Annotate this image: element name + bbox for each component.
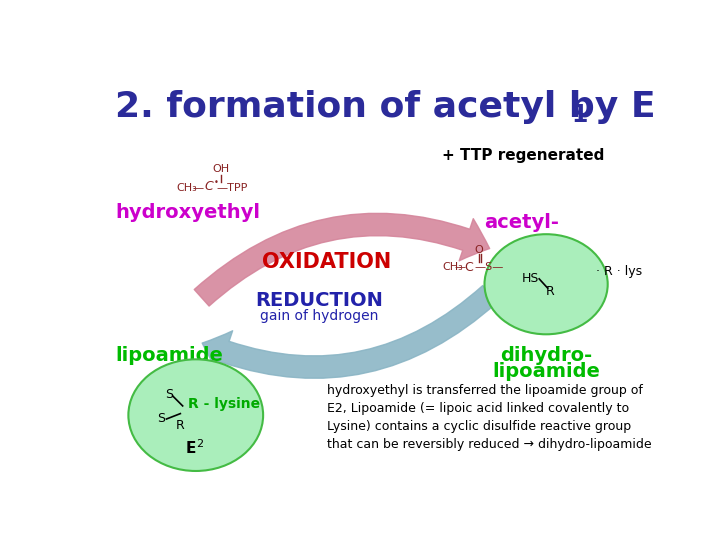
Text: CH₃: CH₃ [442,262,463,272]
Text: R - lysine: R - lysine [188,396,260,410]
Text: •: • [213,178,218,187]
Text: R: R [176,418,185,431]
Text: gain of hydrogen: gain of hydrogen [260,309,378,323]
Text: · R · lys: · R · lys [596,265,642,278]
Text: 2. formation of acetyl by E: 2. formation of acetyl by E [115,90,655,124]
Text: HS: HS [522,272,539,285]
Text: OXIDATION: OXIDATION [262,252,391,272]
Text: S: S [165,388,173,401]
Text: REDUCTION: REDUCTION [255,291,383,310]
Text: acetyl-: acetyl- [485,213,559,232]
Text: —: — [454,262,465,272]
Text: R: R [546,286,554,299]
Text: —: — [192,183,204,193]
Text: hydroxyethyl: hydroxyethyl [115,203,260,222]
Text: OH: OH [212,164,230,174]
Text: E: E [185,441,196,456]
Text: C: C [464,261,474,274]
Text: —TPP: —TPP [217,183,248,193]
Text: lipoamide: lipoamide [115,346,222,366]
Text: dihydro-: dihydro- [500,346,592,366]
Text: S: S [157,413,165,426]
Text: + TTP regenerated: + TTP regenerated [442,148,604,163]
Text: lipoamide: lipoamide [492,362,600,381]
Ellipse shape [485,234,608,334]
FancyArrowPatch shape [202,286,498,379]
Text: O: O [474,245,484,254]
Text: —S—: —S— [474,262,504,272]
Text: CH₃: CH₃ [176,183,197,193]
Text: 2: 2 [196,438,203,449]
Text: 1: 1 [572,103,588,127]
FancyArrowPatch shape [194,213,490,306]
Text: C: C [204,180,213,193]
Ellipse shape [128,359,263,471]
Text: hydroxyethyl is transferred the lipoamide group of
E2, Lipoamide (= lipoic acid : hydroxyethyl is transferred the lipoamid… [327,384,652,451]
